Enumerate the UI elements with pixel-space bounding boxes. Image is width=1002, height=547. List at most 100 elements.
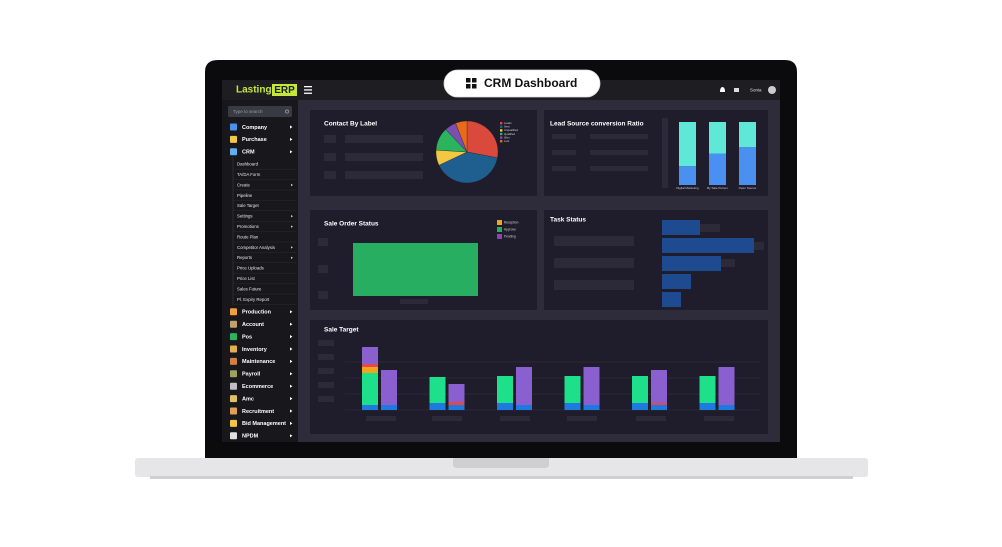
menu-icon: [230, 320, 237, 328]
panel: [544, 110, 768, 196]
search-box[interactable]: [228, 106, 292, 117]
menu-item[interactable]: NPDM: [242, 434, 259, 440]
flag-icon[interactable]: [734, 88, 739, 92]
bar-segment: [362, 373, 378, 405]
bar-segment: [362, 347, 378, 364]
x-tick-label: Digital Marketing: [676, 186, 699, 190]
menu-item[interactable]: Production: [242, 310, 272, 316]
logo-box: [272, 84, 297, 96]
legend-label: Pending: [504, 235, 516, 239]
submenu-item[interactable]: TA/DA Form: [237, 172, 261, 177]
menu-item[interactable]: Account: [242, 322, 264, 328]
legend-swatch: [500, 132, 503, 136]
menu-item[interactable]: Pos: [242, 334, 252, 340]
menu-icon: [230, 308, 237, 316]
avatar[interactable]: [768, 86, 776, 94]
menu-item[interactable]: Inventory: [242, 347, 268, 353]
submenu-item[interactable]: Sale Target: [237, 203, 259, 208]
bar-segment: [516, 367, 532, 405]
search-icon: [285, 109, 289, 114]
pie-slice: [466, 120, 499, 158]
legend-swatch: [497, 234, 502, 239]
menu-icon: [230, 333, 237, 341]
submenu-item[interactable]: Pl. Expiry Report: [237, 297, 270, 302]
legend-swatch: [497, 227, 502, 232]
menu-item[interactable]: Ecommerce: [242, 384, 273, 390]
legend-swatch: [500, 129, 503, 132]
legend-label: Won: [504, 135, 510, 139]
user-name[interactable]: Sonia: [750, 88, 762, 93]
bar: [662, 256, 721, 271]
bar-segment: [709, 122, 726, 154]
submenu-item[interactable]: Pipeline: [237, 193, 253, 198]
legend-swatch: [500, 136, 503, 139]
bar-segment: [709, 153, 726, 185]
submenu-item[interactable]: Reports: [237, 255, 252, 260]
menu-item[interactable]: CRM: [242, 150, 255, 156]
bar: [353, 243, 478, 296]
submenu-item[interactable]: Price List: [237, 276, 255, 281]
menu-item[interactable]: Bid Management: [242, 421, 286, 427]
submenu-item[interactable]: Settings: [237, 214, 253, 219]
bell-icon[interactable]: [720, 87, 725, 92]
submenu-item[interactable]: Route Plan: [237, 234, 259, 239]
menu-item[interactable]: Payroll: [242, 372, 261, 378]
panel-title: Task Status: [550, 217, 586, 224]
legend-swatch: [500, 140, 503, 143]
title-badge: CRM Dashboard: [443, 69, 601, 98]
menu-item[interactable]: Company: [242, 125, 268, 131]
submenu-item[interactable]: Dashboard: [237, 162, 259, 167]
x-tick-label: Open Source: [739, 186, 757, 190]
menu-icon: [230, 395, 237, 403]
bar-segment: [583, 367, 600, 405]
bar: [662, 220, 700, 235]
bar-segment: [679, 166, 696, 185]
laptop-notch: [453, 458, 549, 468]
laptop-shadow: [150, 476, 853, 479]
legend-swatch: [500, 125, 503, 128]
x-tick-label: By Sale Person: [707, 186, 728, 190]
bar-segment: [448, 384, 465, 402]
menu-arrow: [291, 215, 293, 218]
bar-segment: [651, 370, 667, 403]
bar-segment: [739, 147, 756, 185]
menu-icon: [230, 370, 237, 378]
bar-segment: [679, 122, 696, 167]
menu-icon: [230, 123, 237, 131]
bar-segment: [429, 377, 446, 403]
bar-segment: [739, 122, 756, 148]
menu-item[interactable]: Purchase: [242, 137, 267, 143]
submenu-item[interactable]: Competitor Analysis: [237, 245, 275, 250]
bar-segment: [497, 376, 513, 403]
menu-icon: [230, 432, 237, 440]
bar: [662, 274, 691, 289]
submenu-item[interactable]: Promotions: [237, 224, 259, 229]
menu-arrow: [291, 225, 293, 228]
menu-item[interactable]: Maintenance: [242, 359, 275, 365]
menu-arrow: [291, 246, 293, 249]
menu-item[interactable]: Recruitment: [242, 409, 274, 415]
menu-arrow: [290, 322, 293, 326]
logo-text: Lasting: [236, 85, 272, 96]
menu-icon: [230, 382, 237, 390]
bar-segment: [699, 403, 716, 410]
bar-segment: [362, 364, 378, 367]
bar-segment: [362, 367, 378, 373]
legend-swatch: [497, 220, 502, 225]
submenu-item[interactable]: Sales Future: [237, 286, 262, 291]
menu-icon[interactable]: [304, 86, 312, 94]
menu-arrow: [291, 256, 293, 259]
legend-label: Reception: [504, 221, 519, 225]
menu-icon: [230, 135, 237, 143]
menu-item[interactable]: Amc: [242, 396, 254, 402]
menu-icon: [230, 407, 237, 415]
menu-icon: [230, 345, 237, 353]
bar-segment: [651, 405, 667, 410]
submenu-item[interactable]: Price Uploads: [237, 266, 264, 271]
bar-segment: [448, 402, 465, 405]
panel-title: Lead Source conversion Ratio: [550, 121, 644, 128]
bar-segment: [448, 405, 465, 410]
bar-segment: [651, 403, 667, 405]
submenu-item[interactable]: Create: [237, 182, 251, 187]
bar-segment: [381, 405, 397, 410]
